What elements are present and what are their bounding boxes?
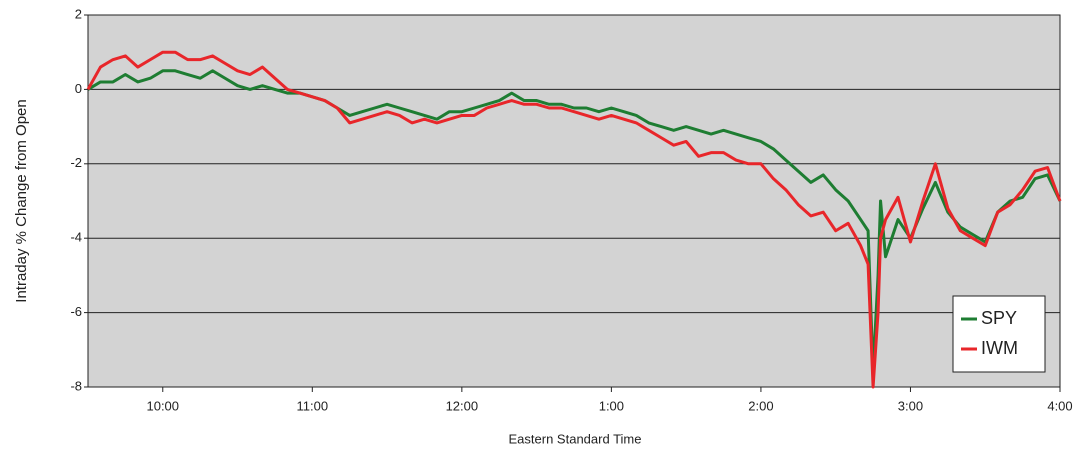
plot-area [87, 14, 1061, 388]
x-tick-label: 12:00 [446, 398, 479, 413]
y-tick-label: 2 [75, 6, 82, 21]
y-tick-label: -6 [70, 304, 82, 319]
x-tick-label: 10:00 [146, 398, 179, 413]
y-tick-label: -2 [70, 155, 82, 170]
y-tick-label: 0 [75, 81, 82, 96]
series-line [87, 69, 1062, 374]
y-axis-label: Intraday % Change from Open [13, 99, 30, 302]
x-tick-label: 11:00 [297, 398, 329, 413]
y-tick-label: -4 [70, 230, 82, 245]
legend-label: SPY [981, 308, 1017, 328]
x-axis-label: Eastern Standard Time [509, 431, 642, 446]
legend-box [952, 295, 1046, 373]
series-line [86, 50, 1062, 389]
x-tick-label: 4:00 [1047, 398, 1072, 413]
y-tick-label: -8 [70, 378, 82, 393]
x-tick-label: 1:00 [599, 398, 624, 413]
x-tick-label: 2:00 [748, 398, 773, 413]
x-tick-label: 3:00 [898, 398, 923, 413]
legend-label: IWM [981, 338, 1018, 358]
